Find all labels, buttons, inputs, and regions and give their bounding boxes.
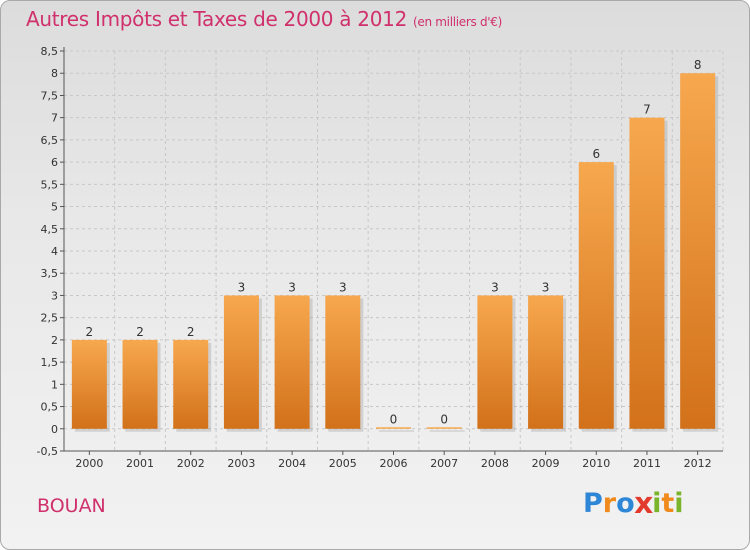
y-tick-label: 7,5 <box>41 89 59 102</box>
bar-2010 <box>578 162 614 429</box>
bars <box>71 73 719 432</box>
logo-letter: x <box>633 486 653 521</box>
data-label-2005: 3 <box>339 280 347 294</box>
y-tick-labels: -0,5 0 0,5 1 1,5 2 2,5 3 3,5 4 4,5 5 5,5 6 6,5 7 7,5 8 8,5 <box>37 45 58 458</box>
grid-lines <box>63 50 724 452</box>
chart-subtitle: (en milliers d'€) <box>413 15 503 29</box>
x-tick-label-2004: 2004 <box>278 457 306 470</box>
data-label-2000: 2 <box>86 325 94 339</box>
y-tick-label: 4,5 <box>41 223 59 236</box>
x-tick-label-2003: 2003 <box>227 457 255 470</box>
commune-name: BOUAN <box>37 495 106 517</box>
logo-letter: t <box>661 488 675 519</box>
data-label-2012: 8 <box>694 58 702 72</box>
x-tick-label-2012: 2012 <box>684 457 712 470</box>
bar-2000 <box>71 339 107 429</box>
x-tick-label-2008: 2008 <box>481 457 509 470</box>
proxiti-logo[interactable]: Proxiti <box>583 486 684 521</box>
data-label-2003: 3 <box>238 280 246 294</box>
y-tick-label: 1,5 <box>41 356 59 369</box>
y-tick-label: 8 <box>51 67 58 80</box>
data-label-2007: 0 <box>440 412 448 426</box>
bar-2011 <box>629 117 665 429</box>
bar-shadow <box>429 430 465 432</box>
bar-2006 <box>376 427 411 429</box>
bar-2007 <box>426 427 462 429</box>
data-labels: 2 2 2 3 3 3 0 0 3 3 6 7 8 <box>86 58 702 426</box>
data-label-2010: 6 <box>592 147 600 161</box>
x-tick-label-2010: 2010 <box>582 457 610 470</box>
y-tick-label: 3 <box>51 289 58 302</box>
y-tick-label: 0,5 <box>41 401 59 414</box>
data-label-2004: 3 <box>288 280 296 294</box>
y-tick-label: 2,5 <box>41 312 59 325</box>
bar-2005 <box>325 295 361 429</box>
bar-2009 <box>528 295 564 429</box>
data-label-2009: 3 <box>542 280 550 294</box>
x-tick-label-2005: 2005 <box>329 457 357 470</box>
y-tick-label: 2 <box>51 334 58 347</box>
x-tick-label-2002: 2002 <box>177 457 205 470</box>
data-label-2001: 2 <box>136 325 144 339</box>
chart-title-text: Autres Impôts et Taxes de 2000 à 2012 <box>26 7 407 31</box>
y-tick-label: 8,5 <box>41 45 59 58</box>
data-label-2002: 2 <box>187 325 195 339</box>
bar-2012 <box>680 73 716 429</box>
bar-shadow <box>379 430 414 432</box>
bar-2002 <box>173 339 209 429</box>
chart-title: Autres Impôts et Taxes de 2000 à 2012 (en… <box>26 7 502 31</box>
bar-2001 <box>122 339 158 429</box>
x-tick-label-2006: 2006 <box>380 457 408 470</box>
data-label-2008: 3 <box>491 280 499 294</box>
bar-2008 <box>477 295 513 429</box>
logo-letter: o <box>616 488 635 519</box>
bar-2003 <box>223 295 259 429</box>
x-tick-label-2011: 2011 <box>633 457 661 470</box>
y-tick-label: 6,5 <box>41 134 59 147</box>
y-tick-label: 1 <box>51 378 58 391</box>
y-tick-label: 5 <box>51 201 58 214</box>
data-label-2006: 0 <box>390 412 398 426</box>
logo-letter: P <box>583 488 603 519</box>
logo-letter: i <box>652 488 662 519</box>
data-label-2011: 7 <box>643 103 651 117</box>
logo-letter: r <box>602 488 617 519</box>
bar-2004 <box>274 295 310 429</box>
y-tick-label: 0 <box>51 423 58 436</box>
x-tick-labels: 2000 2001 2002 2003 2004 2005 2006 2007 2008 2009… <box>75 457 711 470</box>
y-tick-label: 5,5 <box>41 178 59 191</box>
y-tick-label: 7 <box>51 112 58 125</box>
x-tick-label-2007: 2007 <box>430 457 458 470</box>
x-tick-label-2001: 2001 <box>126 457 154 470</box>
y-tick-label: 3,5 <box>41 267 59 280</box>
logo-letter: i <box>674 488 684 519</box>
y-tick-label: 6 <box>51 156 58 169</box>
y-tick-label: -0,5 <box>37 445 58 458</box>
x-tick-label-2009: 2009 <box>532 457 560 470</box>
axes <box>60 47 723 455</box>
x-tick-label-2000: 2000 <box>75 457 103 470</box>
y-tick-label: 4 <box>51 245 58 258</box>
